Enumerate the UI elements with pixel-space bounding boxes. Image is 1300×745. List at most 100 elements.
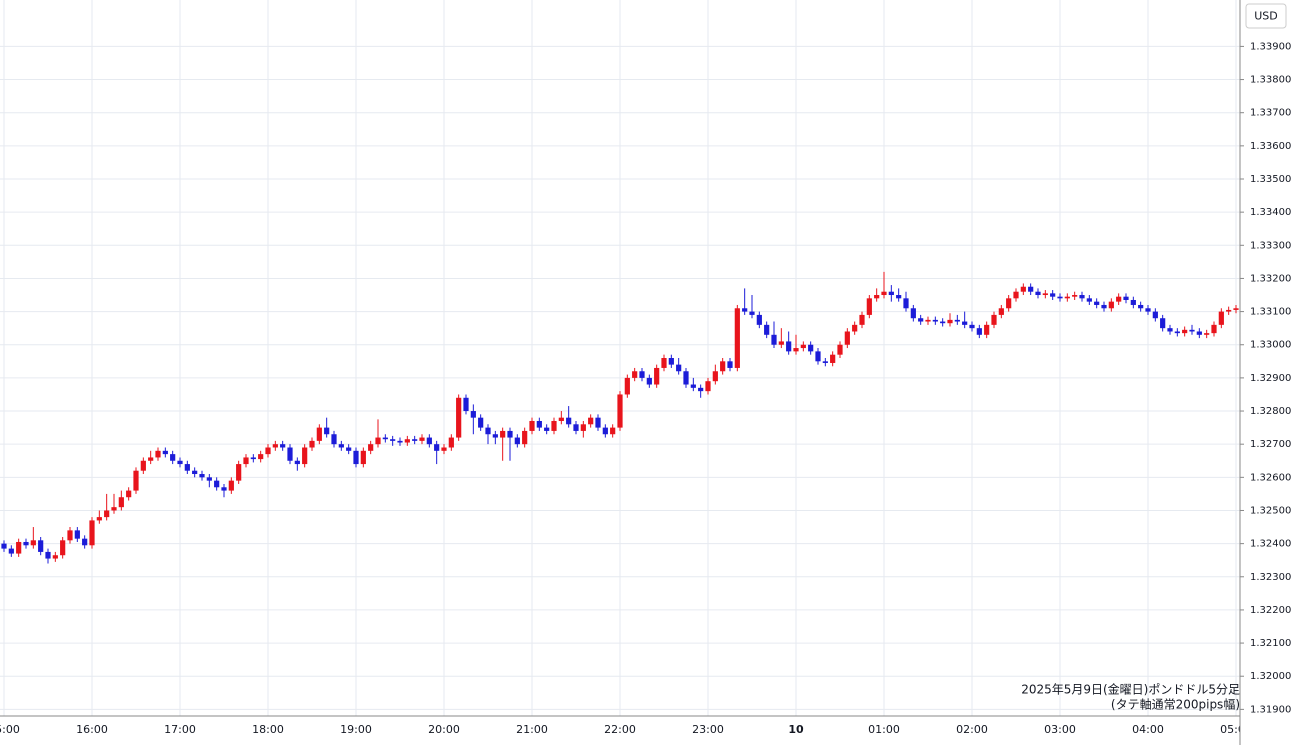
- candle-body: [221, 487, 227, 491]
- candle-body: [514, 437, 520, 445]
- candle-body: [991, 314, 997, 325]
- x-tick-label: 19:00: [340, 723, 372, 736]
- candle-body: [507, 430, 513, 438]
- candle-body: [412, 439, 418, 441]
- candle-body: [1035, 291, 1041, 296]
- candle-body: [118, 497, 124, 508]
- candle-body: [287, 447, 293, 461]
- candle-body: [551, 420, 557, 431]
- candle-body: [888, 291, 894, 296]
- candle-body: [874, 295, 880, 299]
- candle-body: [969, 324, 975, 329]
- x-axis: 15:00 16:00 17:00 18:00 19:00 20:00 21:00 22:00…: [0, 723, 1240, 736]
- candle-body: [353, 450, 359, 465]
- y-tick-label: 1.32700: [1250, 439, 1291, 450]
- candle-body: [1218, 311, 1224, 325]
- x-tick-label: 16:00: [76, 723, 108, 736]
- candle-body: [1160, 318, 1166, 329]
- candle-body: [162, 450, 168, 455]
- y-tick-label: 1.32800: [1250, 406, 1291, 417]
- y-tick-label: 1.33600: [1250, 141, 1291, 152]
- candle-body: [250, 457, 256, 460]
- candle-body: [280, 444, 286, 448]
- candle-body: [360, 450, 366, 465]
- candle-body: [932, 319, 938, 322]
- y-tick-label: 1.33500: [1250, 174, 1291, 185]
- candle-body: [346, 447, 352, 451]
- candle-body: [155, 450, 161, 458]
- candle-body: [668, 358, 674, 365]
- candle-body: [778, 341, 784, 345]
- candle-body: [646, 377, 652, 385]
- candle-body: [764, 324, 770, 335]
- candle-body: [1028, 286, 1034, 292]
- candle-body: [258, 454, 264, 460]
- y-tick-label: 1.33000: [1250, 340, 1291, 351]
- candle-body: [309, 440, 315, 448]
- candle-body: [536, 420, 542, 428]
- candle-body: [1152, 311, 1158, 319]
- candle-body: [89, 520, 95, 546]
- candle-body: [74, 530, 80, 539]
- candle-body: [448, 437, 454, 448]
- candle-body: [1064, 296, 1070, 299]
- x-tick-label: 21:00: [516, 723, 548, 736]
- candle-body: [1057, 296, 1063, 299]
- candle-body: [375, 437, 381, 445]
- candle-body: [698, 387, 704, 392]
- candle-body: [742, 308, 748, 312]
- candle-body: [1167, 328, 1173, 332]
- candle-body: [544, 427, 550, 431]
- candle-body: [199, 474, 205, 478]
- candle-body: [324, 427, 330, 435]
- y-tick-label: 1.32900: [1250, 373, 1291, 384]
- candle-body: [478, 417, 484, 428]
- candle-body: [808, 344, 814, 352]
- candle-body: [1116, 296, 1122, 302]
- y-tick-label: 1.33200: [1250, 273, 1291, 284]
- candle-body: [52, 555, 58, 559]
- candle-body: [492, 434, 498, 438]
- candle-body: [192, 470, 198, 475]
- candle-body: [419, 437, 425, 441]
- candle-body: [30, 540, 36, 546]
- candle-body: [1182, 329, 1188, 334]
- candle-body: [661, 358, 667, 368]
- candle-body: [617, 394, 623, 428]
- candle-body: [602, 427, 608, 435]
- candle-body: [1196, 331, 1202, 335]
- x-tick-label: 22:00: [604, 723, 636, 736]
- candle-body: [184, 464, 190, 471]
- y-tick-label: 1.32300: [1250, 572, 1291, 583]
- candle-body: [580, 424, 586, 431]
- y-axis: 1.33900 1.33800 1.33700 1.33600 1.33500 1.334…: [1240, 41, 1291, 715]
- y-tick-label: 1.32200: [1250, 605, 1291, 616]
- y-tick-label: 1.31900: [1250, 704, 1291, 715]
- candle-body: [749, 311, 755, 315]
- candle-body: [111, 507, 117, 511]
- candle-body: [368, 444, 374, 451]
- candle-body: [96, 517, 102, 521]
- x-tick-label: 23:00: [692, 723, 724, 736]
- candle-body: [903, 298, 909, 309]
- candle-body: [133, 470, 139, 491]
- y-tick-label: 1.33800: [1250, 75, 1291, 86]
- candle-body: [82, 538, 88, 546]
- candle-body: [558, 417, 564, 421]
- candle-body: [382, 437, 388, 440]
- candle-body: [1189, 329, 1195, 332]
- candle-body: [1042, 293, 1048, 296]
- candle-body: [16, 541, 22, 554]
- candle-body: [639, 371, 645, 378]
- candle-body: [1079, 295, 1085, 299]
- candle-body: [1108, 301, 1114, 309]
- x-tick-label: 10: [788, 723, 804, 736]
- annotation: (タテ軸通常200pips幅): [1111, 697, 1240, 712]
- candle-body: [1226, 309, 1232, 312]
- candle-body: [170, 454, 176, 461]
- candle-body: [1211, 324, 1217, 334]
- candle-body: [470, 411, 476, 418]
- candle-body: [1204, 333, 1210, 335]
- candle-body: [236, 464, 242, 481]
